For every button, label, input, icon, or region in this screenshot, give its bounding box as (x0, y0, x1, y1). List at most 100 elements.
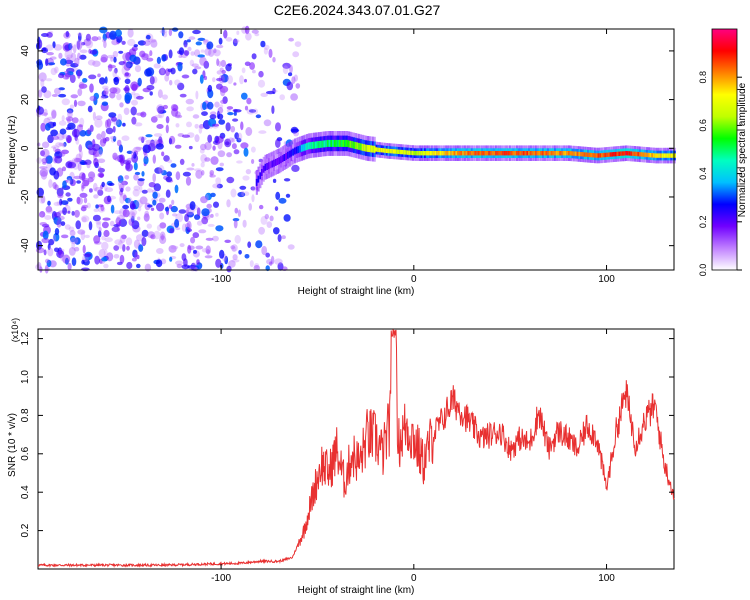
noise-speckle (73, 246, 80, 252)
noise-speckle (58, 93, 67, 98)
noise-speckle (283, 178, 291, 182)
noise-speckle (128, 218, 135, 226)
heat-ytick-label: 20 (20, 94, 31, 106)
noise-speckle (117, 176, 122, 180)
noise-speckle (266, 90, 275, 95)
noise-speckle (89, 95, 97, 102)
noise-speckle (66, 59, 71, 64)
signal-cell (476, 151, 479, 156)
spectrogram-xlabel: Height of straight line (km) (298, 286, 415, 297)
noise-speckle (41, 148, 50, 158)
noise-speckle (137, 205, 142, 212)
noise-speckle (209, 174, 216, 178)
noise-speckle (244, 78, 247, 83)
noise-speckle (261, 245, 268, 256)
noise-speckle (52, 135, 60, 140)
noise-speckle (54, 247, 59, 253)
noise-speckle (67, 197, 73, 202)
signal-cell (620, 151, 623, 156)
noise-speckle (48, 179, 53, 189)
noise-speckle (216, 58, 220, 66)
signal-cell (554, 151, 557, 156)
signal-cell (384, 148, 387, 153)
spectrogram-ylabel: Frequency (Hz) (7, 116, 18, 185)
signal-cell (417, 151, 420, 156)
signal-cell (469, 151, 472, 156)
signal-cell (460, 151, 463, 156)
signal-cell (470, 151, 473, 156)
signal-cell (311, 141, 314, 149)
noise-speckle (164, 74, 170, 82)
noise-speckle (212, 235, 219, 242)
noise-speckle (200, 154, 208, 163)
signal-cell (280, 156, 283, 164)
noise-speckle (131, 91, 136, 96)
noise-speckle (200, 196, 208, 204)
noise-speckle (134, 171, 141, 176)
noise-speckle (64, 59, 74, 64)
signal-cell (333, 139, 336, 147)
noise-speckle (84, 159, 92, 166)
signal-cell (373, 145, 376, 153)
noise-speckle (175, 227, 181, 231)
noise-speckle (220, 59, 227, 68)
noise-speckle (168, 204, 173, 209)
noise-speckle (146, 57, 154, 62)
signal-cell (406, 150, 409, 155)
noise-speckle (76, 196, 81, 205)
signal-cell (496, 151, 499, 156)
noise-speckle (155, 143, 164, 150)
noise-speckle (178, 55, 183, 58)
noise-speckle (156, 56, 161, 64)
noise-speckle (71, 257, 77, 267)
noise-speckle (44, 264, 49, 274)
signal-cell (587, 152, 590, 157)
noise-speckle (233, 111, 237, 116)
signal-cell (607, 152, 610, 157)
noise-speckle (152, 154, 156, 164)
noise-speckle (41, 86, 47, 93)
noise-speckle (255, 114, 262, 119)
noise-speckle (94, 118, 103, 128)
noise-speckle (175, 171, 181, 181)
signal-cell (396, 149, 399, 154)
signal-cell (380, 148, 383, 153)
signal-cell (536, 151, 539, 156)
noise-speckle (46, 32, 53, 38)
noise-speckle (207, 134, 213, 143)
noise-speckle (218, 119, 226, 125)
noise-speckle (65, 192, 71, 197)
noise-speckle (218, 37, 223, 45)
noise-speckle (186, 39, 191, 43)
signal-cell (443, 151, 446, 156)
signal-cell (401, 149, 404, 155)
noise-speckle (238, 250, 242, 255)
noise-speckle (169, 228, 175, 234)
noise-speckle (196, 207, 201, 217)
noise-speckle (64, 49, 73, 60)
signal-cell (361, 143, 364, 151)
noise-speckle (208, 48, 215, 57)
noise-speckle (259, 204, 264, 210)
noise-speckle (58, 142, 65, 147)
noise-speckle (101, 256, 108, 262)
signal-cell (564, 151, 567, 156)
signal-cell (394, 149, 397, 154)
noise-speckle (71, 211, 75, 216)
noise-speckle (107, 63, 113, 72)
noise-speckle (246, 108, 255, 115)
noise-speckle (217, 140, 223, 150)
noise-speckle (113, 76, 120, 86)
noise-speckle (71, 241, 76, 250)
noise-speckle (215, 212, 219, 217)
noise-speckle (226, 265, 232, 273)
noise-speckle (198, 126, 203, 134)
signal-cell (614, 151, 617, 157)
noise-speckle (93, 194, 99, 199)
noise-speckle (136, 112, 145, 116)
noise-speckle (115, 217, 122, 226)
noise-speckle (50, 67, 57, 76)
noise-speckle (192, 114, 200, 119)
noise-speckle (66, 135, 71, 144)
noise-speckle (125, 163, 133, 172)
